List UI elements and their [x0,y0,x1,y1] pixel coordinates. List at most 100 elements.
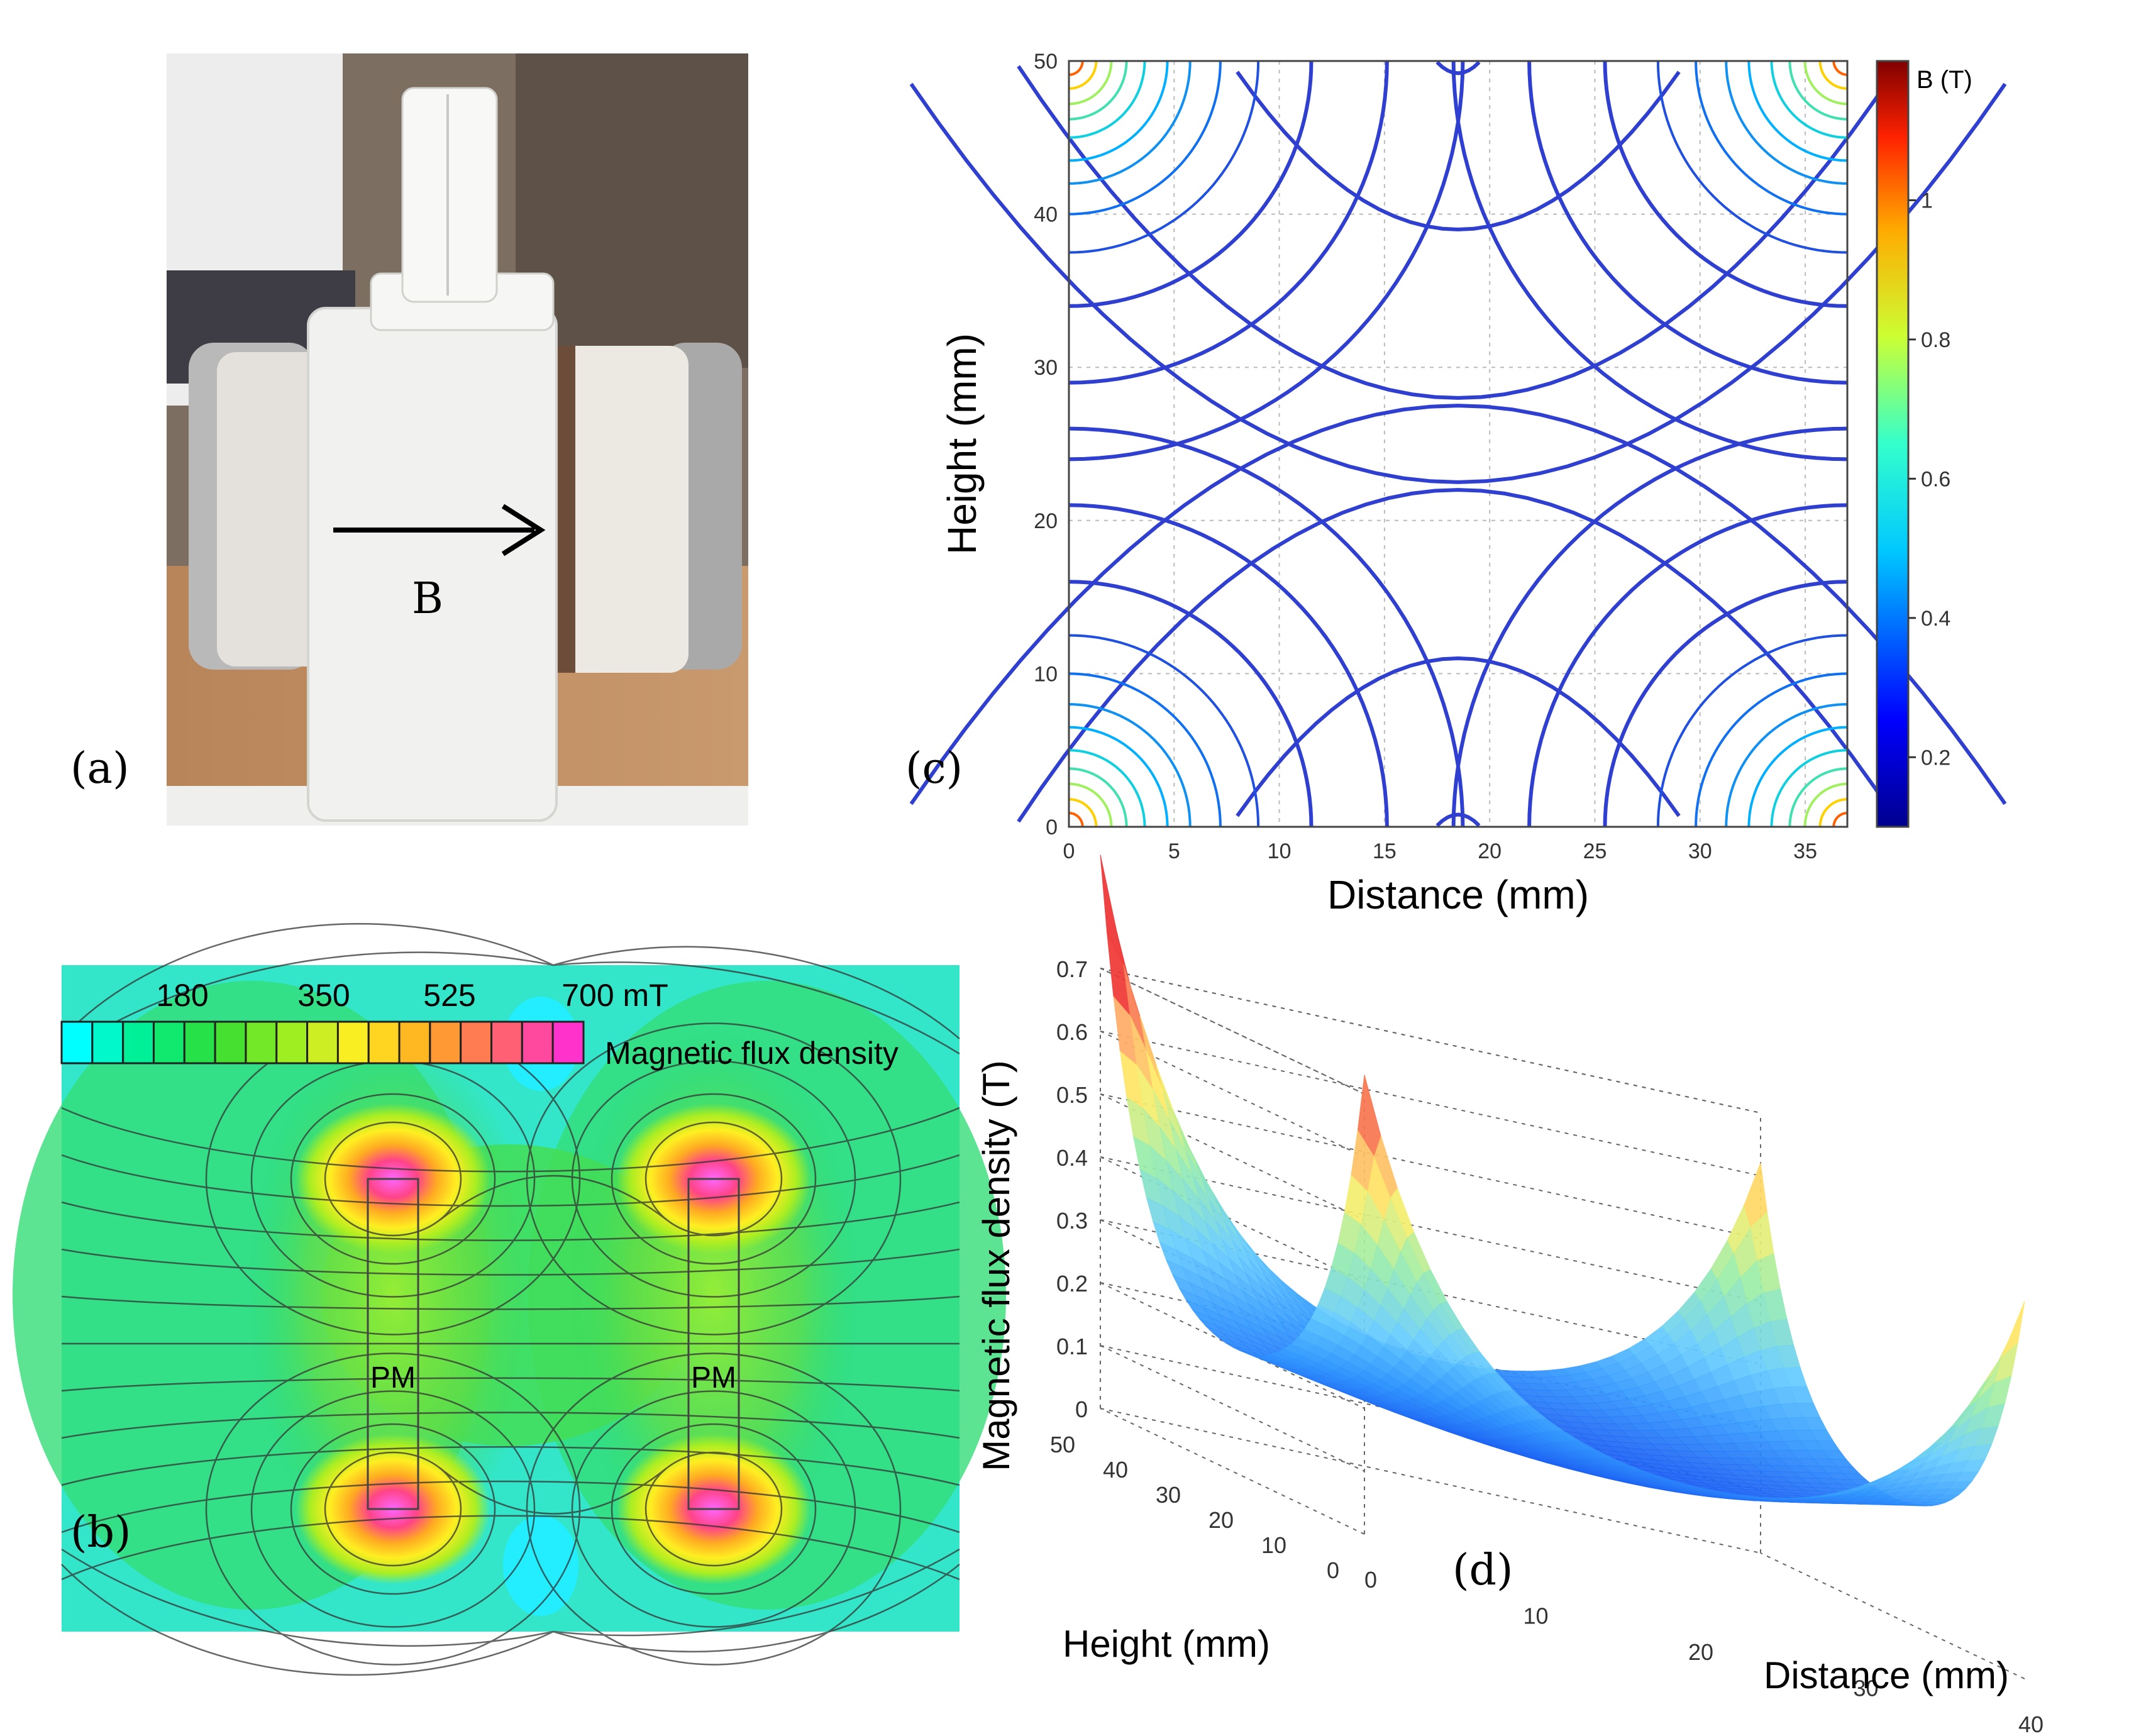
low-field-spot-bottom [503,1515,578,1616]
surface-x-tick: 20 [1688,1639,1713,1665]
surface-y-tick: 40 [1103,1457,1128,1483]
surface-z-tick: 0.7 [1056,956,1088,982]
field-line-bridge [440,1468,667,1515]
field-line-horizontal [61,1515,960,1581]
contour-line [1770,60,1848,139]
contour-line [1068,726,1169,827]
permanent-magnet-left [367,1178,419,1510]
field-arrow-head [501,504,546,556]
surface-box-edge [1100,1408,1761,1554]
field-line-bridge [440,1175,667,1220]
contour-line [1017,488,1900,823]
contour-line [1818,798,1847,827]
contour-colorbar-ticks: 0.2 0.4 0.6 0.8 1 [1908,189,1950,770]
surface-x-tick: 40 [2018,1711,2044,1736]
permanent-magnet-right [687,1178,740,1510]
contour-line [1435,812,1481,827]
field-line-horizontal [61,1446,960,1486]
contour-line [1069,782,1113,827]
panel-a: B (a) [70,53,748,826]
heatmap-colorbar-ticks: 180 350 525 700 mT [156,978,668,1013]
contour-line [1527,503,1848,827]
contour-line [1068,60,1146,139]
contour-colorbar-tick: 1 [1921,189,1933,213]
photo-white-box [307,307,558,822]
field-line-loop [611,1423,817,1595]
contour-line [1803,782,1847,827]
contour-line [1725,60,1848,185]
heatmap-colorbar-cell [551,1020,585,1064]
contour-line [1068,60,1192,185]
pm-label-right: PM [691,1361,736,1395]
contour-line [1068,634,1260,827]
heatmap-field [13,981,1006,1616]
contour-line [1069,61,1084,76]
heatmap-colorbar-cell [275,1020,309,1064]
heatmap-colorbar-tick: 700 mT [561,978,668,1013]
surface-y-tick: 20 [1209,1507,1234,1533]
heatmap-colorbar-cell [429,1020,462,1064]
contour-y-ticks: 0 10 20 30 40 50 [1034,50,1058,839]
contour-line [1068,767,1128,827]
contour-y-tick: 50 [1034,50,1058,74]
surface-y-tick: 10 [1261,1532,1286,1558]
contour-line [1068,703,1192,827]
contour-line [1451,426,1848,827]
heatmap-colorbar-label: Magnetic flux density [605,1036,899,1071]
field-line-horizontal [61,1480,960,1534]
field-line-outer [61,1548,554,1647]
field-line-outer [61,951,554,1055]
surface-patch [2001,1301,2025,1357]
contour-line [1236,656,1681,817]
surface-z-label: Magnetic flux density (T) [975,1060,1017,1471]
field-line-loop [571,1390,856,1628]
contour-line [1069,812,1084,827]
contour-x-tick: 0 [1063,839,1075,863]
contour-line [1603,60,1848,308]
panel-label-c: (c) [905,744,963,793]
heatmap-colorbar-cell [336,1020,370,1064]
contour-y-tick: 10 [1034,662,1058,686]
contour-line [1770,749,1848,827]
contour-y-label: Height (mm) [939,333,985,555]
surface-y-tick: 0 [1327,1557,1339,1583]
contour-x-tick: 10 [1268,839,1291,863]
surface-x-tick: 10 [1523,1603,1548,1629]
field-line-horizontal [61,1154,960,1207]
contour-x-tick: 15 [1373,839,1397,863]
field-line-loop [250,1390,536,1628]
contour-y-tick: 30 [1034,356,1058,380]
field-line-horizontal [61,1107,960,1173]
contour-colorbar [1876,60,1910,828]
field-line-loop [205,1352,581,1666]
contour-y-tick: 20 [1034,509,1058,533]
contour-line [1236,70,1681,232]
contour-line [1069,798,1098,827]
heatmap-colorbar-cell [152,1020,185,1064]
surface-y-label: Height (mm) [1063,1623,1270,1665]
contour-line [1068,60,1222,216]
contour-line [1068,60,1260,254]
panel-d: 0 0.1 0.2 0.3 0.4 0.5 0.6 0.7 0 10 20 30 40 50 0 10 20… [975,854,2044,1736]
photo-magnet-right [556,346,689,673]
contour-axes-box [1068,60,1849,828]
contour-y-tick: 40 [1034,203,1058,227]
contour-line [1695,60,1848,216]
contour-line [1017,65,1900,400]
surface-z-tick: 0.1 [1056,1334,1088,1359]
contour-line [1603,580,1848,827]
contour-line [1725,703,1848,827]
contour-line [1788,767,1848,827]
field-line-loop [324,1451,462,1567]
contour-colorbar-tick: 0.4 [1921,607,1950,631]
surface-grid-line [1100,1156,1761,1302]
heatmap-colorbar-cell [122,1020,155,1064]
field-label: B [412,574,443,624]
contour-lines [909,60,2007,827]
contour-grid [1068,60,1847,827]
contour-line [1069,60,1113,106]
contour-line [1695,672,1848,827]
panel-label-d: (d) [1452,1545,1513,1595]
field-line-loop [611,1093,817,1265]
